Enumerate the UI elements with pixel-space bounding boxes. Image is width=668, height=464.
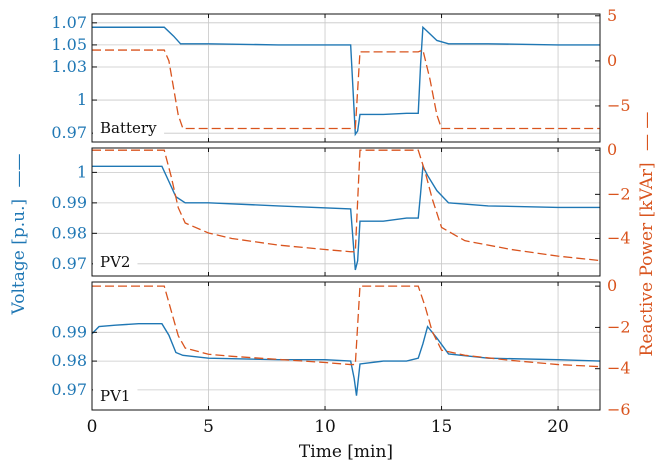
panel-pv2: 1 0.99 0.98 0.97 0 −2 −4 PV2: [51, 140, 631, 277]
panel-frame: [91, 13, 601, 143]
y-right-tick-label: 5: [607, 6, 617, 25]
y-right-tick-label: −4: [607, 228, 631, 247]
y-right-title-group: Reactive Power [kVAr] — —: [637, 112, 657, 357]
panel-frame: [91, 281, 601, 411]
y-right-tick-label: −2: [607, 184, 631, 203]
y-right-tick-label: 0: [607, 276, 617, 295]
panels-layer: 1.071.051.0310.9750−5Battery10.990.980.9…: [51, 6, 630, 419]
y-right-tick-label: 0: [607, 140, 617, 159]
y-left-tick-label: 0.97: [51, 380, 87, 399]
voltage-series-line: [92, 25, 600, 137]
y-left-tick-label: 1.03: [51, 57, 87, 76]
x-tick-label: 0: [87, 417, 98, 437]
panel-label: PV1: [100, 387, 130, 405]
panel-label-background: [93, 249, 138, 275]
y-right-tick-label: 0: [607, 51, 617, 70]
y-right-axis-title: Reactive Power [kVAr] — —: [637, 112, 657, 357]
reactive-power-series-line: [92, 49, 600, 130]
x-tick-label: 15: [431, 417, 453, 437]
y-left-tick-label: 1: [77, 90, 87, 109]
y-left-axis-label: Voltage [p.u.]: [9, 199, 29, 316]
panel-label: Battery: [100, 119, 157, 137]
panel-pv1: 0.99 0.98 0.97 0 −2 −4 −6 PV1: [51, 276, 630, 419]
y-right-tick-label: −2: [607, 317, 631, 336]
y-left-legend-marker: ——: [9, 153, 29, 187]
y-left-tick-label: 0.99: [51, 322, 87, 341]
x-tick-label: 10: [314, 417, 336, 437]
y-left-title-group: Voltage [p.u.] ——: [9, 153, 29, 315]
panel-label: PV2: [100, 253, 130, 271]
panel-battery: 1.07 1.05 1.03 1 0.97 5 0 −5 Battery: [51, 6, 631, 143]
reactive-power-series-line: [92, 285, 600, 368]
y-left-tick-label: 0.98: [51, 351, 87, 370]
y-left-tick-label: 0.97: [51, 254, 87, 273]
y-left-tick-label: 0.99: [51, 193, 87, 212]
y-left-tick-label: 0.98: [51, 223, 87, 242]
y-left-tick-label: 0.97: [51, 123, 87, 142]
panel-label-background: [93, 383, 138, 409]
voltage-series-line: [92, 163, 600, 271]
y-right-tick-label: −6: [607, 400, 631, 419]
x-axis-title: Time [min]: [299, 442, 393, 462]
y-right-tick-label: −4: [607, 359, 631, 378]
y-left-tick-label: 1.07: [51, 13, 87, 32]
x-tick-label: 20: [547, 417, 569, 437]
panel-frame: [91, 147, 601, 277]
x-tick-label: 5: [203, 417, 214, 437]
x-axis-ticks: 0 5 10 15 20: [87, 417, 569, 437]
reactive-power-series-line: [92, 149, 600, 262]
voltage-series-line: [92, 323, 600, 396]
y-right-legend-marker: — —: [637, 112, 657, 151]
y-right-tick-label: −5: [607, 96, 631, 115]
y-left-axis-title: Voltage [p.u.] ——: [9, 153, 29, 315]
y-right-axis-label: Reactive Power [kVAr]: [637, 162, 657, 356]
y-left-tick-label: 1: [77, 162, 87, 181]
panel-label-background: [93, 115, 165, 141]
y-left-tick-label: 1.05: [51, 35, 87, 54]
